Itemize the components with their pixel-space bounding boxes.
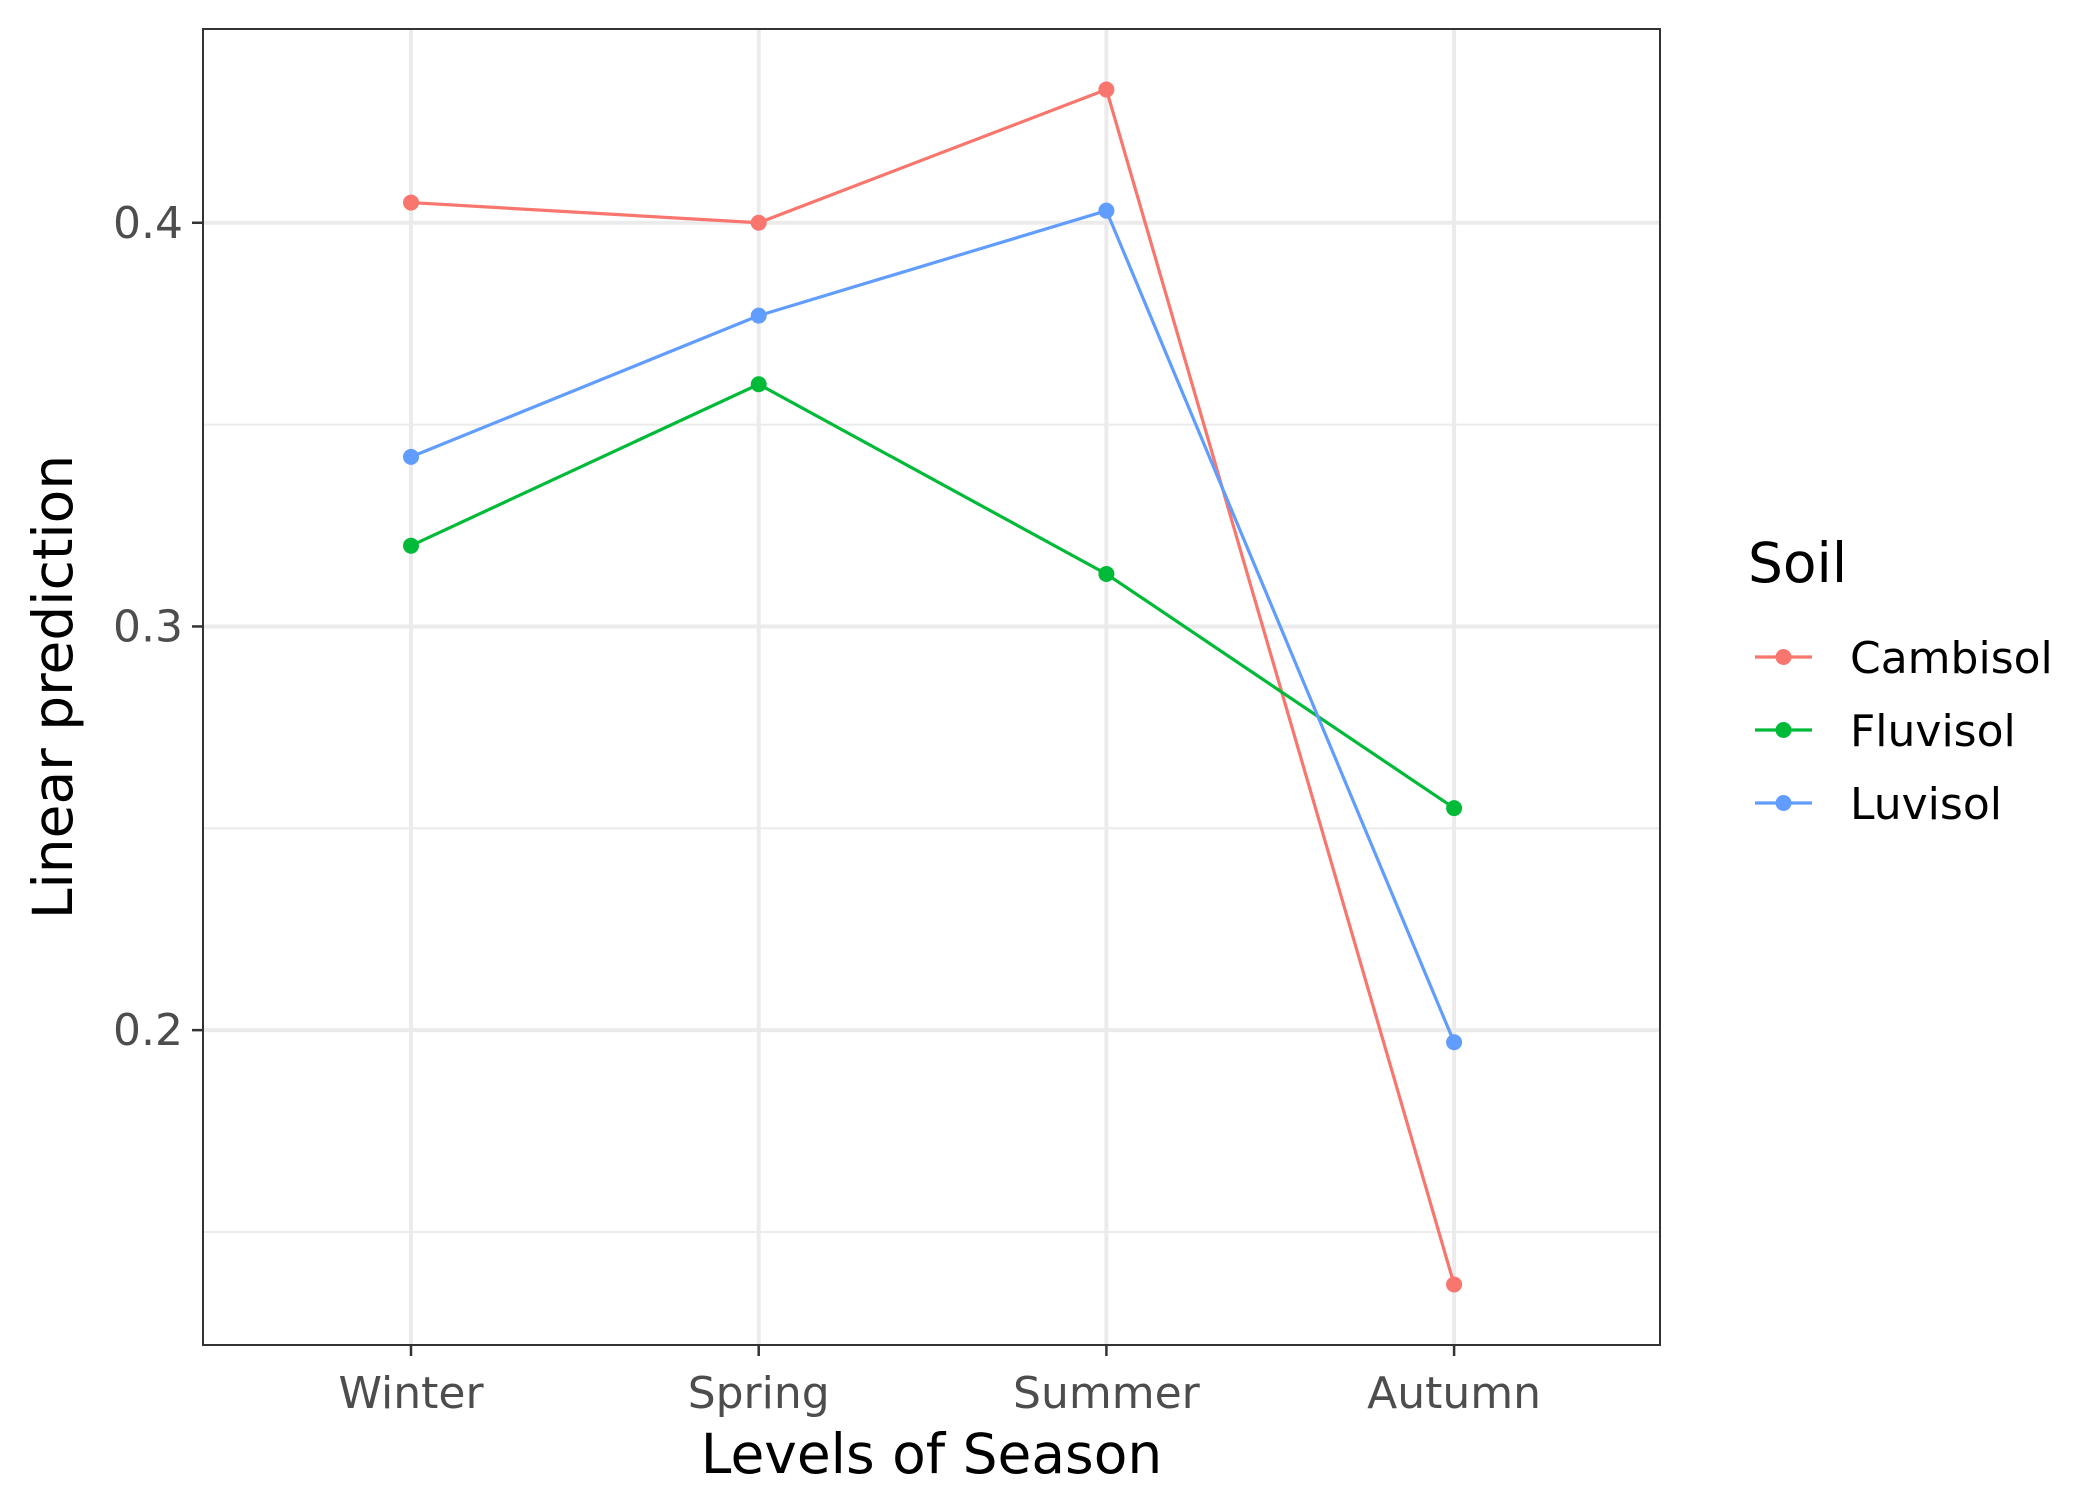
series-line — [410, 208, 1456, 1043]
x-axis-title: Levels of Season — [701, 1422, 1162, 1486]
x-tick-label: Summer — [1013, 1368, 1201, 1419]
x-tick-label: Autumn — [1367, 1368, 1541, 1419]
data-point — [1446, 1276, 1463, 1293]
data-point — [1098, 81, 1115, 98]
y-tick-label: 0.4 — [113, 198, 183, 249]
legend-key-point — [1775, 649, 1792, 665]
data-point — [403, 448, 419, 465]
y-axis-title: Linear prediction — [21, 455, 85, 919]
x-tick-label: Spring — [688, 1368, 830, 1419]
data-point — [403, 194, 419, 211]
legend-item-luvisol: Luvisol — [1755, 779, 2002, 830]
series-line — [410, 382, 1455, 810]
legend-key-point — [1775, 795, 1792, 811]
data-point — [1446, 1034, 1463, 1051]
data-point — [750, 214, 767, 231]
data-point — [1098, 565, 1115, 582]
series-lines — [403, 81, 1463, 1293]
series-cambisol — [403, 81, 1463, 1293]
data-point — [750, 307, 767, 324]
legend-title: Soil — [1748, 531, 1847, 595]
legend-label: Fluvisol — [1850, 706, 2016, 757]
panel-border — [202, 28, 1661, 1346]
series-line — [410, 87, 1456, 1285]
legend-label: Cambisol — [1850, 633, 2053, 684]
data-point — [750, 376, 767, 393]
x-tick-label: Winter — [338, 1368, 484, 1419]
data-point — [403, 537, 419, 554]
axes: 0.2 0.3 0.4 Winter Spring Summer Autumn — [113, 198, 1541, 1419]
series-luvisol — [403, 202, 1463, 1051]
series-fluvisol — [403, 376, 1463, 817]
data-point — [1098, 202, 1115, 219]
grid — [203, 29, 1660, 1345]
legend-item-cambisol: Cambisol — [1755, 633, 2053, 684]
y-tick-label: 0.3 — [113, 601, 183, 652]
data-point — [1446, 800, 1463, 817]
legend-key-point — [1775, 722, 1792, 738]
legend-item-fluvisol: Fluvisol — [1755, 706, 2016, 757]
y-tick-label: 0.2 — [113, 1005, 183, 1056]
legend-label: Luvisol — [1850, 779, 2002, 830]
legend: Soil Cambisol Fluvisol Luvisol — [1748, 531, 2053, 830]
